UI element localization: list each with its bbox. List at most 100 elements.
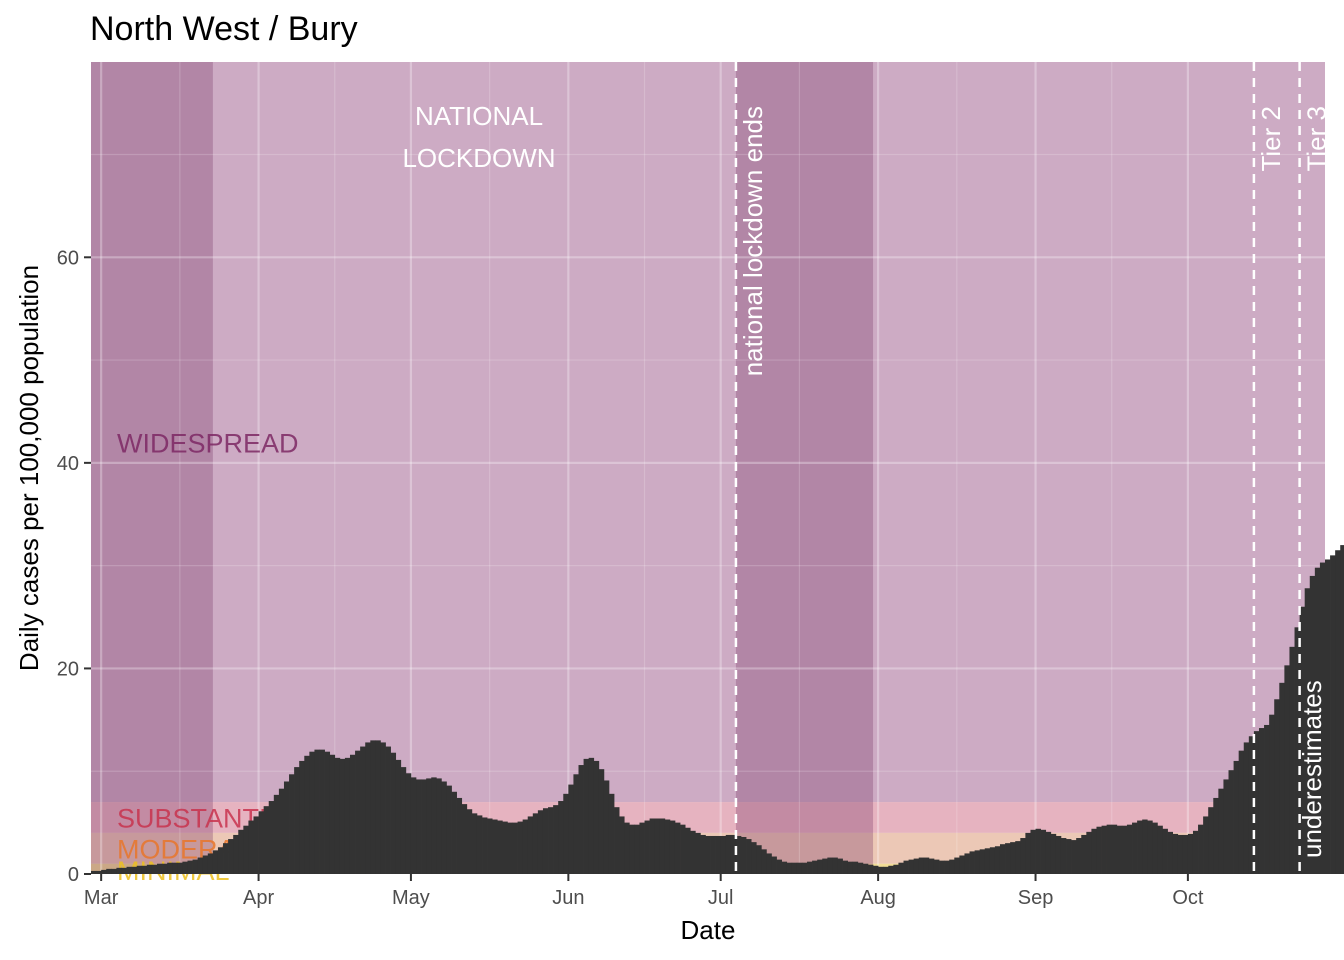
underestimates-label: underestimates xyxy=(1297,680,1327,858)
bar xyxy=(674,822,681,874)
bar xyxy=(111,868,117,874)
bar xyxy=(608,793,615,874)
bar xyxy=(1228,770,1234,874)
bar xyxy=(573,774,579,874)
bar xyxy=(989,847,996,874)
bar xyxy=(878,866,884,874)
bar xyxy=(355,750,361,874)
bar xyxy=(974,850,981,874)
band-label-widespread: WIDESPREAD xyxy=(117,428,299,458)
bar xyxy=(969,851,975,874)
bar xyxy=(1258,728,1265,874)
shaded-period-1 xyxy=(91,62,213,874)
bar xyxy=(822,858,828,874)
bar xyxy=(517,821,523,874)
bar xyxy=(984,848,991,874)
bar xyxy=(583,758,590,874)
bar xyxy=(268,801,275,874)
bar xyxy=(801,862,808,874)
bar xyxy=(1066,839,1072,874)
bar xyxy=(568,784,574,874)
event-label: Tier 3 xyxy=(1302,106,1332,172)
y-tick-label: 40 xyxy=(57,453,79,475)
bar xyxy=(614,807,620,874)
period-labels: NATIONAL LOCKDOWN xyxy=(402,101,555,173)
bar xyxy=(918,857,925,874)
bar xyxy=(939,860,945,874)
bar xyxy=(258,811,265,874)
bar xyxy=(933,859,940,874)
x-tick-label: Jul xyxy=(708,887,734,909)
x-tick-label: May xyxy=(392,887,430,909)
bar xyxy=(497,820,503,874)
bar xyxy=(842,860,849,874)
bar xyxy=(1005,843,1011,874)
bar xyxy=(487,818,493,874)
bar xyxy=(720,835,727,874)
bar xyxy=(334,757,341,874)
bar xyxy=(979,849,986,874)
bar xyxy=(629,824,635,874)
bar xyxy=(1284,665,1290,874)
bar xyxy=(862,863,869,874)
bar xyxy=(324,751,331,874)
bar xyxy=(339,758,346,874)
bar xyxy=(893,864,899,874)
x-tick-label: Sep xyxy=(1018,887,1054,909)
bar xyxy=(761,849,767,874)
bar xyxy=(400,767,407,874)
bar xyxy=(1142,819,1148,874)
period-label-line: LOCKDOWN xyxy=(402,143,555,173)
bar xyxy=(294,767,300,874)
x-tick-label: Mar xyxy=(84,887,119,909)
bar xyxy=(395,759,402,874)
bar xyxy=(659,818,666,874)
bar xyxy=(1294,627,1300,874)
bar xyxy=(283,781,290,874)
bar xyxy=(1269,714,1275,874)
bar xyxy=(456,797,463,874)
x-tick-label: Apr xyxy=(243,887,274,909)
bar xyxy=(954,857,960,874)
y-tick-label: 0 xyxy=(68,864,79,886)
bar xyxy=(735,835,742,874)
bar xyxy=(476,815,483,874)
bar xyxy=(492,819,498,874)
bar xyxy=(751,842,757,874)
bar xyxy=(883,866,889,874)
bar xyxy=(1213,797,1219,874)
bar xyxy=(451,791,457,874)
bar xyxy=(1126,824,1133,874)
y-axis-title: Daily cases per 100,000 population xyxy=(14,265,44,671)
bar xyxy=(1050,833,1057,874)
bar xyxy=(1081,834,1087,874)
bar xyxy=(162,863,168,874)
bar xyxy=(1091,828,1097,874)
bar xyxy=(299,760,305,874)
bar xyxy=(786,862,793,874)
bar xyxy=(923,857,930,874)
bar xyxy=(365,742,371,874)
bar xyxy=(1319,562,1326,874)
bar xyxy=(416,779,422,874)
bar xyxy=(1101,825,1107,874)
bar xyxy=(1299,606,1306,874)
bar xyxy=(928,858,935,874)
bar xyxy=(349,754,356,874)
bar xyxy=(639,822,645,874)
bar xyxy=(233,834,239,874)
bar xyxy=(446,785,452,874)
x-tick-label: Jun xyxy=(552,887,584,909)
bar xyxy=(746,839,752,874)
bar xyxy=(151,864,158,874)
bar xyxy=(1157,825,1163,874)
bar xyxy=(776,859,782,874)
daily-bars xyxy=(91,545,1344,874)
bar xyxy=(1030,829,1036,874)
bar xyxy=(141,865,148,874)
bar xyxy=(253,816,259,874)
bar xyxy=(410,777,417,874)
bar xyxy=(1035,828,1041,874)
bar xyxy=(289,774,295,874)
x-tick-label: Oct xyxy=(1172,887,1204,909)
